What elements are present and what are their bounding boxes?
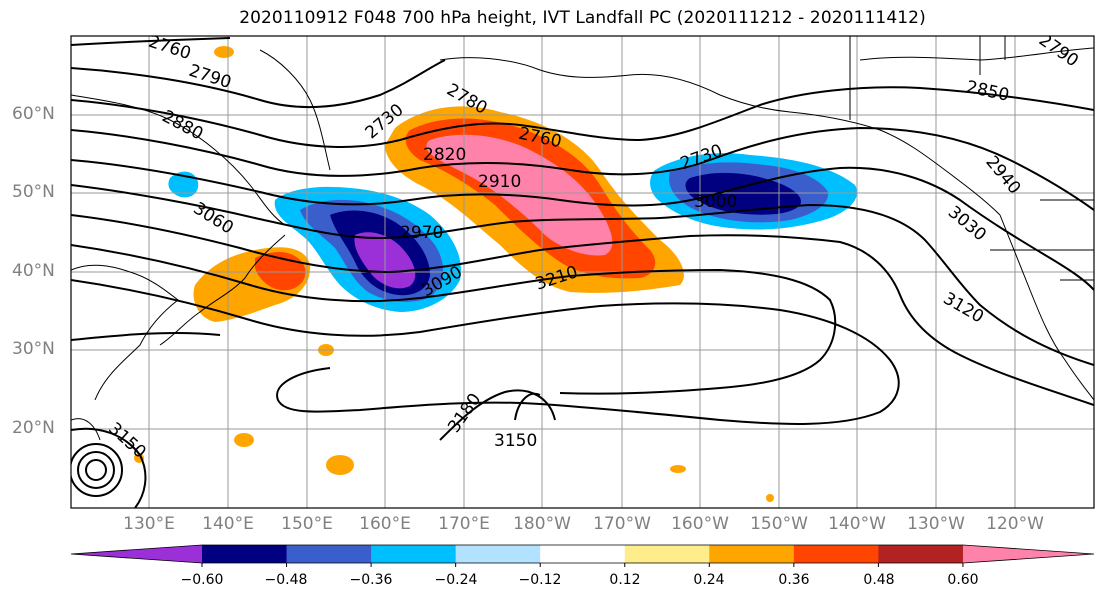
lat-label: 20°N: [12, 418, 55, 438]
map-plot-area: 2760 2790 2880 3060 2730 2780 2820 2910 …: [71, 36, 1094, 508]
lat-label: 60°N: [12, 104, 55, 124]
lon-label: 120°W: [986, 514, 1044, 534]
lon-label: 140°W: [828, 514, 886, 534]
height-contours: [71, 37, 1094, 508]
colorbar-segment: [624, 545, 710, 563]
contour-label: 3000: [694, 192, 737, 212]
lon-label: 160°W: [671, 514, 729, 534]
coastlines: [71, 36, 1094, 441]
small-anomaly: [214, 46, 234, 58]
contour-label: 2820: [423, 145, 466, 165]
negative-anomaly-east-core: [685, 172, 801, 215]
lon-label: 150°W: [750, 514, 808, 534]
colorbar-tick-label: −0.12: [518, 572, 562, 588]
graticule: [71, 36, 1094, 508]
colorbar-tick-label: −0.48: [264, 572, 308, 588]
colorbar-segment: [709, 545, 795, 563]
colorbar: [70, 544, 1095, 567]
colorbar-segment: [202, 545, 288, 563]
colorbar-tick-label: −0.60: [180, 572, 224, 588]
colorbar-tick-label: 0.60: [947, 572, 979, 588]
contour-label: 2970: [400, 223, 443, 243]
lon-label: 160°E: [359, 514, 411, 534]
lat-label: 30°N: [12, 339, 55, 359]
colorbar-tick-label: 0.24: [693, 572, 725, 588]
colorbar-segment: [540, 545, 626, 563]
lon-label: 150°E: [281, 514, 333, 534]
colorbar-tick-label: 0.12: [609, 572, 641, 588]
contour-label: 3150: [494, 431, 537, 451]
lon-label: 170°W: [593, 514, 651, 534]
colorbar-segment: [793, 545, 879, 563]
lon-label: 140°E: [202, 514, 254, 534]
lon-label: 170°E: [438, 514, 490, 534]
map-title: 2020110912 F048 700 hPa height, IVT Land…: [239, 8, 926, 28]
lat-label: 50°N: [12, 182, 55, 202]
colorbar-tick-label: 0.36: [778, 572, 810, 588]
small-anomaly: [766, 494, 774, 502]
small-anomaly: [234, 433, 254, 447]
lon-label: 130°E: [123, 514, 175, 534]
colorbar-tick-label: −0.36: [349, 572, 393, 588]
map-frame: [70, 35, 1095, 509]
colorbar-segment: [455, 545, 541, 563]
colorbar-extend-max: [962, 545, 1094, 563]
lat-label: 40°N: [12, 261, 55, 281]
colorbar-tick-label: 0.48: [863, 572, 895, 588]
ivt-shading: [134, 46, 858, 502]
small-anomaly: [326, 455, 354, 475]
lon-label: 130°W: [907, 514, 965, 534]
colorbar-tick-label: −0.24: [434, 572, 478, 588]
colorbar-segment: [878, 545, 964, 563]
contour-label: 2910: [478, 172, 521, 192]
small-anomaly: [670, 465, 686, 473]
colorbar-segment: [286, 545, 372, 563]
lon-label: 180°W: [513, 514, 571, 534]
colorbar-segment: [371, 545, 457, 563]
colorbar-extend-min: [71, 545, 202, 563]
